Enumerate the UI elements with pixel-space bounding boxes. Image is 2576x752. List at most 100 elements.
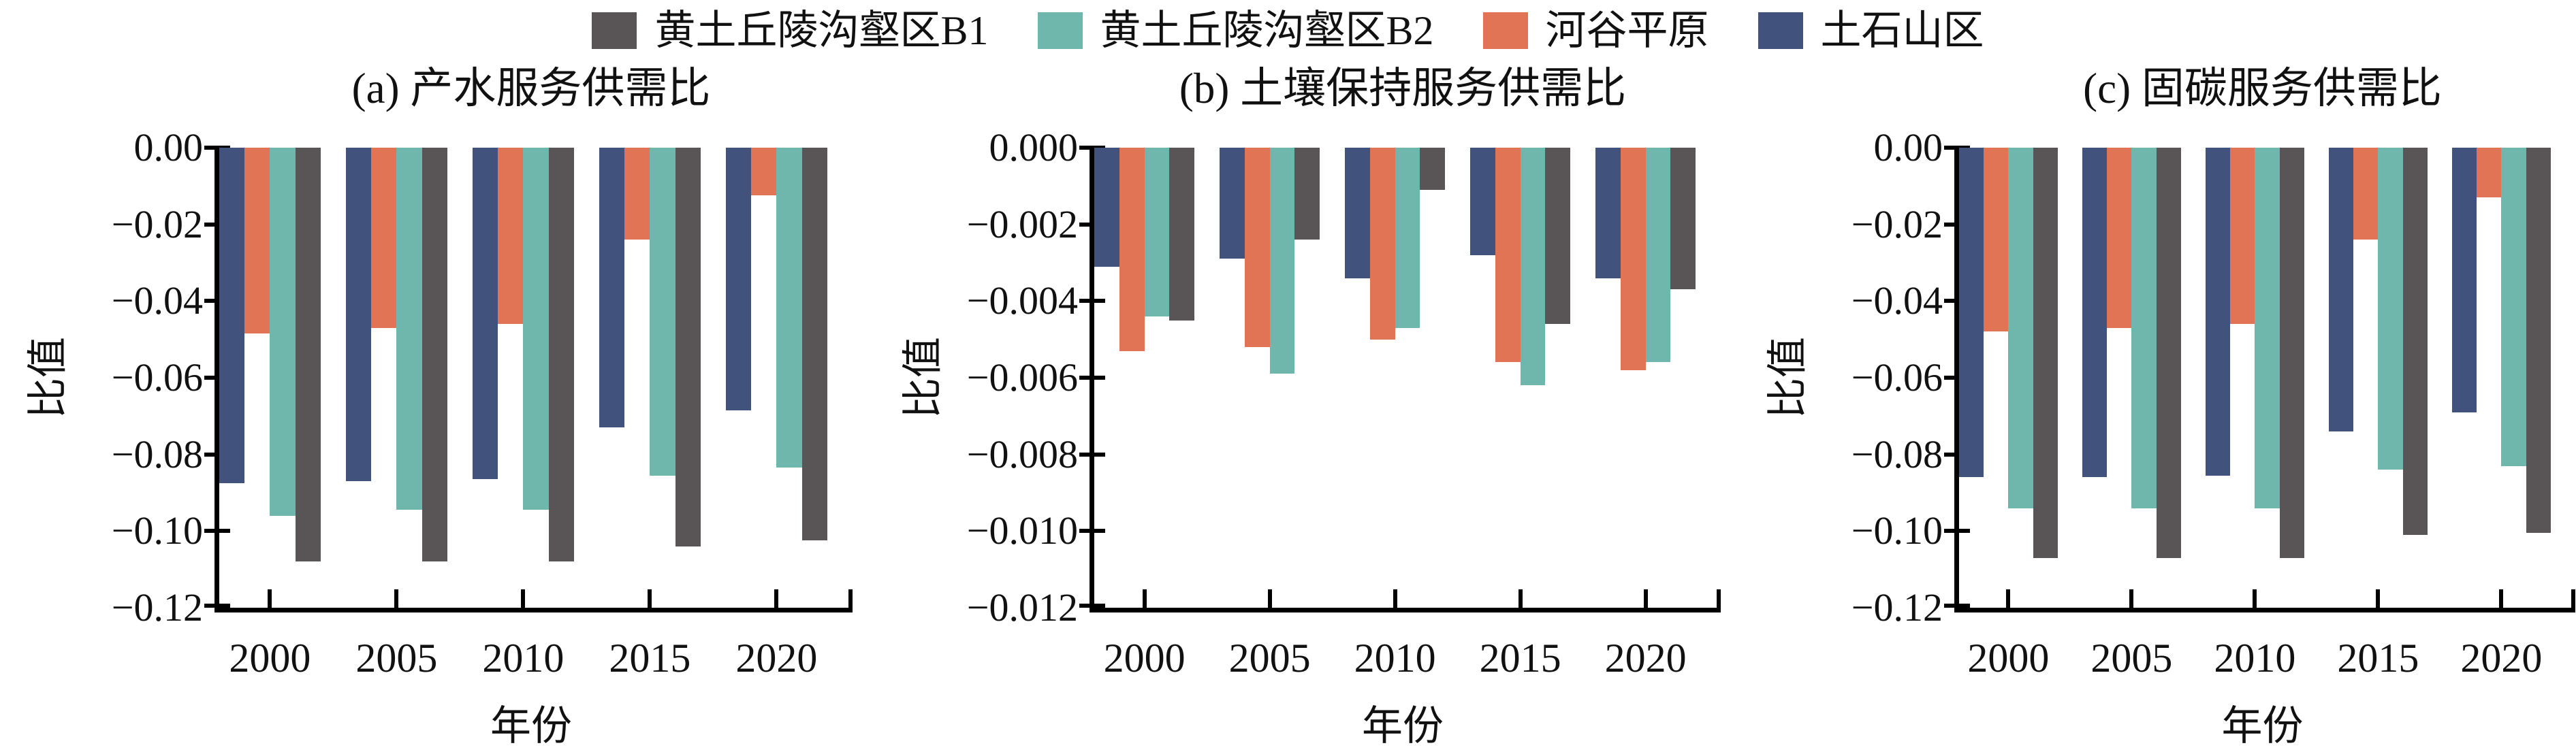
bar-土石山区-2000	[1959, 148, 1984, 478]
bar-土石山区-2010	[2206, 148, 2231, 476]
subplot-water-yield: (a) 产水服务供需比 比值 0.00 −0.02 −0.04 −0.06 −0.08 −…	[26, 0, 853, 749]
bar-河谷平原-2020	[751, 148, 777, 196]
x-tick-label-2020: 2020	[2460, 636, 2543, 681]
bar-黄土丘陵沟壑区B2-2015	[1520, 148, 1546, 386]
x-tick	[1142, 589, 1147, 608]
y-tick	[204, 146, 230, 150]
bar-group-2010	[2206, 148, 2329, 608]
legend-label-valley-plain: 河谷平原	[1545, 8, 1709, 53]
bar-河谷平原-2020	[1620, 148, 1646, 370]
bar-group-2000	[1959, 148, 2082, 608]
subplot-title: (b) 土壤保持服务供需比	[1179, 65, 1627, 112]
bar-河谷平原-2000	[244, 148, 270, 334]
x-axis-label: 年份	[490, 704, 572, 749]
bar-河谷平原-2005	[2107, 148, 2132, 328]
bar-黄土丘陵沟壑区B1-2015	[675, 148, 701, 546]
y-tick-label: 0.00	[1873, 125, 1943, 169]
bar-土石山区-2005	[1220, 148, 1245, 259]
bar-group-2000	[219, 148, 346, 608]
y-tick	[1944, 299, 1970, 304]
bar-土石山区-2005	[346, 148, 372, 482]
y-axis-label: 比值	[900, 337, 946, 419]
x-tick	[1393, 589, 1397, 608]
x-tick-label-2005: 2005	[355, 636, 438, 681]
x-tick	[2499, 589, 2504, 608]
bar-黄土丘陵沟壑区B1-2020	[2526, 148, 2551, 534]
bar-黄土丘陵沟壑区B2-2020	[2501, 148, 2526, 466]
x-tick-label-2000: 2000	[1103, 636, 1186, 681]
y-tick	[1079, 604, 1105, 608]
x-tick-label-2010: 2010	[1354, 636, 1436, 681]
y-tick-label: −0.002	[966, 201, 1078, 246]
bar-土石山区-2000	[219, 148, 245, 483]
bar-河谷平原-2015	[1495, 148, 1521, 363]
bar-黄土丘陵沟壑区B2-2005	[1269, 148, 1295, 374]
bar-河谷平原-2020	[2477, 148, 2502, 198]
bar-河谷平原-2000	[1984, 148, 2009, 332]
y-axis-label: 比值	[1765, 337, 1811, 419]
y-tick-label: −0.08	[1851, 431, 1943, 476]
x-tick-label-2020: 2020	[1604, 636, 1687, 681]
legend-swatch-rocky-mountain	[1758, 12, 1803, 49]
y-tick	[1944, 376, 1970, 380]
x-axis-label: 年份	[2221, 704, 2304, 749]
x-tick-label-2010: 2010	[482, 636, 565, 681]
y-tick	[204, 222, 230, 227]
bar-土石山区-2020	[2452, 148, 2477, 412]
y-tick	[1944, 452, 1970, 457]
y-tick-label: −0.06	[111, 355, 203, 399]
x-tick-label-2005: 2005	[1228, 636, 1311, 681]
y-tick-label: −0.012	[966, 585, 1078, 630]
y-tick-label: −0.008	[966, 431, 1078, 476]
bar-土石山区-2000	[1094, 148, 1119, 267]
bar-土石山区-2010	[1345, 148, 1370, 278]
x-tick-end	[2571, 589, 2575, 608]
legend-item-loess-hilly-b1: 黄土丘陵沟壑区B1	[592, 10, 989, 51]
y-tick	[204, 452, 230, 457]
legend-item-rocky-mountain: 土石山区	[1758, 10, 1984, 51]
subplot-soil-conservation: (b) 土壤保持服务供需比 比值 0.000 −0.002 −0.004 −0.006…	[901, 0, 1721, 749]
x-tick-end	[1717, 589, 1721, 608]
x-tick	[1518, 589, 1523, 608]
y-tick	[1944, 529, 1970, 534]
bar-黄土丘陵沟壑区B2-2000	[270, 148, 296, 516]
legend-item-loess-hilly-b2: 黄土丘陵沟壑区B2	[1037, 10, 1434, 51]
bar-土石山区-2020	[1595, 148, 1621, 278]
y-tick-label: −0.10	[1851, 508, 1943, 553]
y-tick-label: −0.02	[1851, 201, 1943, 246]
y-tick	[1079, 299, 1105, 304]
y-tick	[1944, 604, 1970, 608]
y-tick	[204, 376, 230, 380]
y-tick-label: −0.02	[111, 201, 203, 246]
y-tick-label: −0.12	[1851, 585, 1943, 630]
bar-黄土丘陵沟壑区B1-2005	[2156, 148, 2181, 558]
plot-area: 0.00 −0.02 −0.04 −0.06 −0.08 −0.10 −0.12 2000 20…	[1851, 128, 2575, 679]
x-tick	[2253, 589, 2257, 608]
x-tick-label-2015: 2015	[609, 636, 691, 681]
bar-黄土丘陵沟壑区B1-2010	[548, 148, 574, 562]
y-tick-label: −0.06	[1851, 355, 1943, 399]
bar-河谷平原-2005	[371, 148, 397, 328]
bar-黄土丘陵沟壑区B1-2015	[2402, 148, 2428, 535]
bar-黄土丘陵沟壑区B1-2000	[295, 148, 321, 562]
y-tick	[1079, 222, 1105, 227]
x-tick	[394, 589, 399, 608]
legend-swatch-loess-hilly-b1	[592, 12, 637, 49]
y-tick	[204, 299, 230, 304]
bar-土石山区-2015	[599, 148, 625, 428]
bar-土石山区-2020	[726, 148, 752, 410]
bar-黄土丘陵沟壑区B2-2000	[2008, 148, 2033, 508]
x-tick-label-2010: 2010	[2214, 636, 2296, 681]
bar-黄土丘陵沟壑区B2-2005	[396, 148, 422, 510]
bar-黄土丘陵沟壑区B2-2020	[1645, 148, 1671, 363]
bar-河谷平原-2010	[2230, 148, 2255, 325]
y-axis-label: 比值	[25, 337, 71, 419]
bar-黄土丘陵沟壑区B1-2020	[1670, 148, 1696, 290]
x-tick	[268, 589, 272, 608]
x-tick	[521, 589, 526, 608]
bar-河谷平原-2005	[1244, 148, 1270, 347]
bar-group-2005	[346, 148, 473, 608]
y-tick	[1079, 146, 1105, 150]
bar-黄土丘陵沟壑区B2-2015	[2378, 148, 2403, 470]
legend-swatch-loess-hilly-b2	[1037, 12, 1083, 49]
